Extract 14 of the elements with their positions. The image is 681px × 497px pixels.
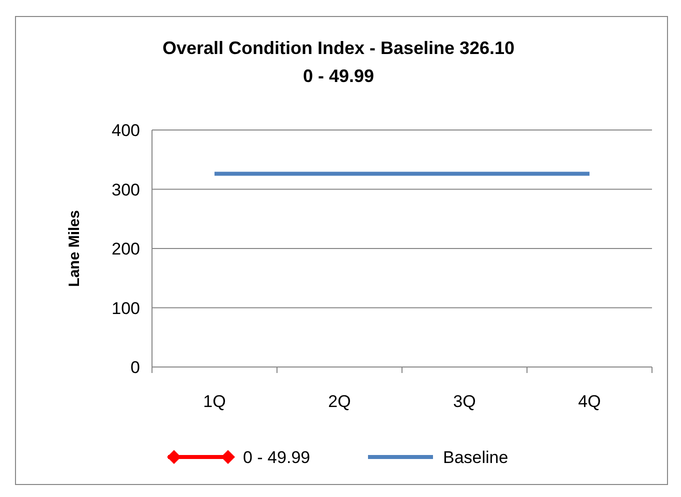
x-tick-label: 4Q: [578, 392, 601, 411]
x-tick-label: 1Q: [203, 392, 226, 411]
y-tick-label: 0: [130, 358, 140, 377]
y-tick-label: 200: [112, 240, 140, 258]
y-tick-label: 400: [112, 121, 140, 140]
legend-label: 0 - 49.99: [243, 448, 310, 467]
legend-label: Baseline: [443, 448, 508, 467]
chart-subtitle: 0 - 49.99: [302, 66, 374, 86]
chart-title: Overall Condition Index - Baseline 326.10: [162, 38, 515, 58]
x-tick-label: 3Q: [453, 392, 476, 411]
x-tick-label: 2Q: [328, 392, 351, 411]
y-tick-label: 100: [112, 298, 140, 318]
y-axis-title: Lane Miles: [66, 210, 83, 287]
y-tick-label: 300: [112, 180, 140, 200]
